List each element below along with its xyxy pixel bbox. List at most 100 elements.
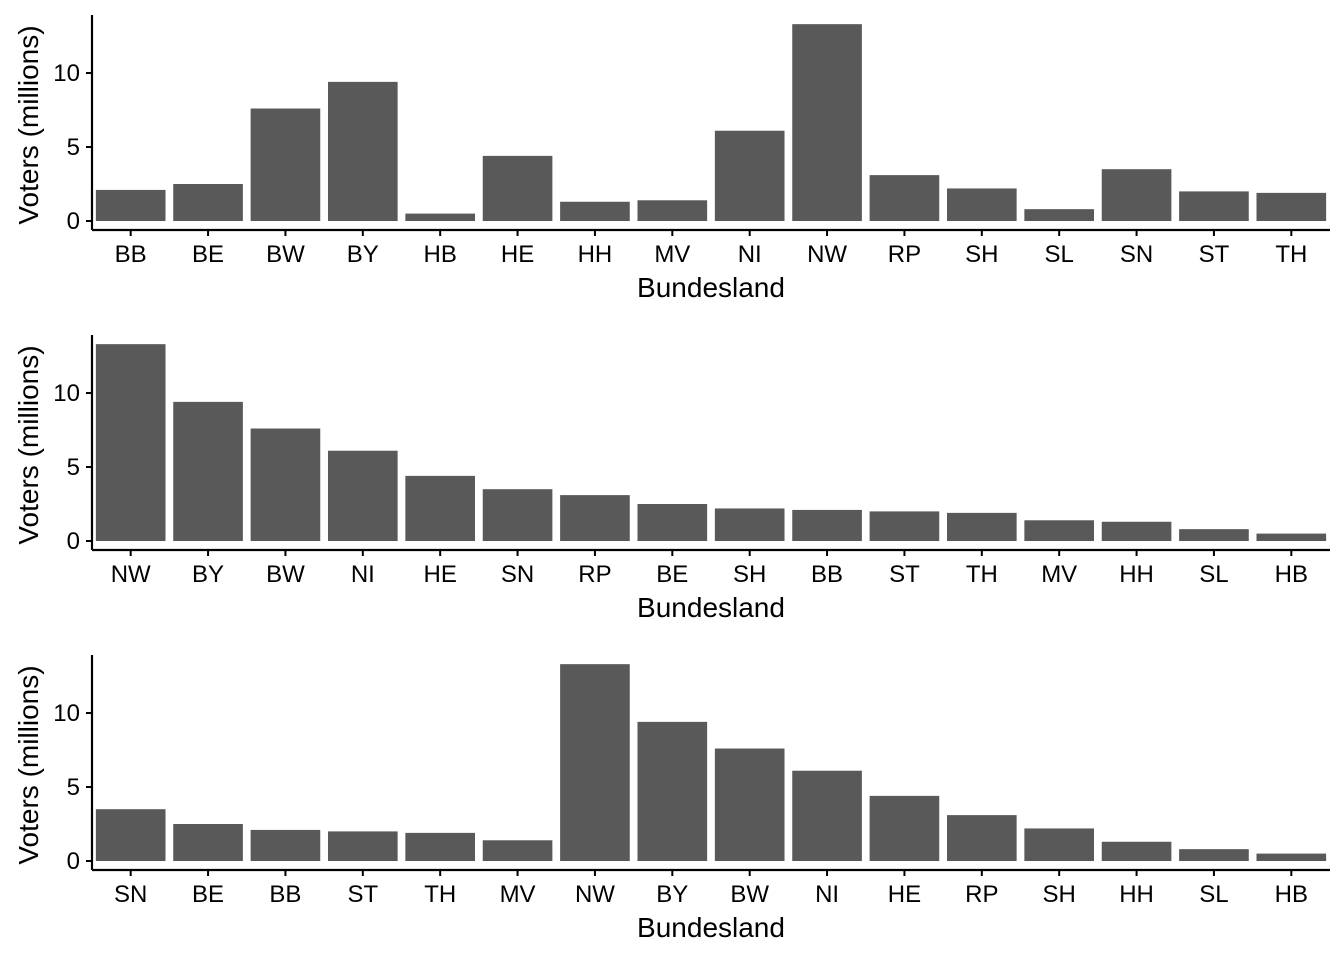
x-tick-label-sl: SL bbox=[1199, 561, 1228, 588]
x-tick-label-sl: SL bbox=[1045, 241, 1074, 268]
bar-bw bbox=[250, 428, 321, 541]
bar-sl bbox=[1179, 849, 1249, 861]
bar-hb bbox=[405, 213, 476, 221]
x-tick-label-nw: NW bbox=[111, 561, 151, 588]
bar-sn bbox=[1101, 169, 1172, 221]
bar-bw bbox=[714, 748, 785, 861]
y-tick-label: 0 bbox=[67, 528, 80, 555]
bar-th bbox=[1256, 192, 1327, 221]
bar-ni bbox=[792, 770, 862, 861]
y-tick-label: 10 bbox=[53, 60, 80, 87]
x-tick-label-bw: BW bbox=[266, 561, 305, 588]
x-tick-label-ni: NI bbox=[815, 881, 839, 908]
bar-bb bbox=[95, 189, 166, 221]
bar-sh bbox=[1024, 828, 1095, 861]
bar-sl bbox=[1179, 529, 1249, 541]
bar-st bbox=[327, 831, 398, 861]
x-tick-label-st: ST bbox=[347, 881, 378, 908]
x-tick-label-sh: SH bbox=[733, 561, 766, 588]
y-tick-label: 5 bbox=[67, 454, 80, 481]
x-tick-label-hh: HH bbox=[1119, 561, 1154, 588]
x-tick-label-bb: BB bbox=[115, 241, 147, 268]
x-axis-title: Bundesland bbox=[637, 912, 785, 943]
x-tick-label-nw: NW bbox=[807, 241, 847, 268]
bar-hb bbox=[1256, 853, 1327, 861]
x-tick-label-st: ST bbox=[889, 561, 920, 588]
bar-sn bbox=[95, 809, 166, 861]
x-tick-label-rp: RP bbox=[578, 561, 611, 588]
bar-mv bbox=[1024, 520, 1095, 541]
bar-sl bbox=[1024, 209, 1095, 221]
x-tick-label-bw: BW bbox=[730, 881, 769, 908]
chart-panel-1: 0 5 10 BB BE BW BY HB HE HH MV NI NW RP SH SL SN ST TH Bund… bbox=[13, 15, 1330, 303]
y-tick-label: 0 bbox=[67, 848, 80, 875]
y-tick-label: 10 bbox=[53, 380, 80, 407]
bar-he bbox=[869, 795, 940, 861]
y-tick-label: 0 bbox=[67, 208, 80, 235]
x-tick-label-he: HE bbox=[424, 561, 457, 588]
x-tick-label-th: TH bbox=[1275, 241, 1307, 268]
y-tick-label: 10 bbox=[53, 700, 80, 727]
x-tick-label-be: BE bbox=[192, 241, 224, 268]
bar-by bbox=[637, 721, 708, 861]
x-tick-label-by: BY bbox=[347, 241, 379, 268]
x-tick-label-st: ST bbox=[1199, 241, 1230, 268]
bar-by bbox=[327, 81, 398, 221]
y-axis-title: Voters (millions) bbox=[13, 665, 44, 864]
y-tick-label: 5 bbox=[67, 774, 80, 801]
x-tick-label-mv: MV bbox=[500, 881, 536, 908]
x-tick-label-hh: HH bbox=[578, 241, 613, 268]
bar-bb bbox=[792, 509, 862, 541]
bar-nw bbox=[792, 24, 862, 221]
bar-st bbox=[869, 511, 940, 541]
bar-ni bbox=[327, 450, 398, 541]
bar-he bbox=[405, 475, 476, 541]
x-tick-label-hb: HB bbox=[424, 241, 457, 268]
x-tick-label-by: BY bbox=[192, 561, 224, 588]
x-tick-label-ni: NI bbox=[351, 561, 375, 588]
x-tick-label-bb: BB bbox=[811, 561, 843, 588]
y-axis-title: Voters (millions) bbox=[13, 25, 44, 224]
bar-th bbox=[405, 832, 476, 861]
x-tick-label-th: TH bbox=[966, 561, 998, 588]
x-tick-label-hh: HH bbox=[1119, 881, 1154, 908]
y-axis-title: Voters (millions) bbox=[13, 345, 44, 544]
bar-be bbox=[637, 504, 708, 541]
bar-be bbox=[173, 824, 243, 861]
bar-sh bbox=[714, 508, 785, 541]
x-tick-label-rp: RP bbox=[888, 241, 921, 268]
bar-mv bbox=[482, 840, 553, 861]
x-tick-label-rp: RP bbox=[965, 881, 998, 908]
x-tick-label-he: HE bbox=[501, 241, 534, 268]
x-axis-title: Bundesland bbox=[637, 592, 785, 623]
chart-panel-2: 0 5 10 NW BY BW NI HE SN RP BE SH BB ST TH MV HH SL HB Bund… bbox=[13, 335, 1330, 623]
x-tick-label-th: TH bbox=[424, 881, 456, 908]
bar-ni bbox=[714, 130, 785, 221]
bar-sn bbox=[482, 489, 553, 541]
bar-nw bbox=[560, 664, 630, 861]
bar-nw bbox=[95, 344, 166, 541]
bar-by bbox=[173, 401, 243, 541]
chart-panel-3: 0 5 10 SN BE BB ST TH MV NW BY BW NI HE RP SH HH SL HB Bund… bbox=[13, 655, 1330, 943]
x-tick-label-mv: MV bbox=[1041, 561, 1077, 588]
x-tick-label-sl: SL bbox=[1199, 881, 1228, 908]
x-tick-label-mv: MV bbox=[654, 241, 690, 268]
bar-mv bbox=[637, 200, 708, 221]
x-tick-label-ni: NI bbox=[738, 241, 762, 268]
x-tick-label-by: BY bbox=[656, 881, 688, 908]
bar-hh bbox=[1101, 841, 1172, 861]
x-tick-label-bw: BW bbox=[266, 241, 305, 268]
x-tick-label-sn: SN bbox=[501, 561, 534, 588]
x-tick-label-sn: SN bbox=[114, 881, 147, 908]
x-axis-title: Bundesland bbox=[637, 272, 785, 303]
y-tick-label: 5 bbox=[67, 134, 80, 161]
x-tick-label-sh: SH bbox=[1043, 881, 1076, 908]
x-tick-label-he: HE bbox=[888, 881, 921, 908]
bar-rp bbox=[560, 495, 630, 541]
x-tick-label-nw: NW bbox=[575, 881, 615, 908]
bar-rp bbox=[869, 175, 940, 221]
x-tick-label-be: BE bbox=[656, 561, 688, 588]
bar-hh bbox=[1101, 521, 1172, 541]
bar-bb bbox=[250, 829, 321, 861]
